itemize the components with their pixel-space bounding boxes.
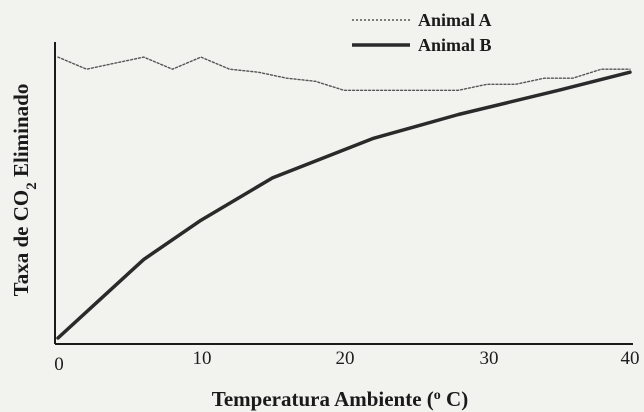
series-line-animal-b	[56, 70, 632, 340]
x-axis-title: Temperatura Ambiente (o C)	[212, 387, 468, 411]
y-axis-title: Taxa de CO2 Eliminado	[9, 84, 40, 297]
legend-label-animal-b: Animal B	[418, 35, 492, 55]
x-tick-label-0: 0	[54, 354, 64, 375]
x-tick-label-10: 10	[193, 348, 212, 369]
legend: Animal A Animal B	[352, 10, 492, 55]
x-tick-label-20: 20	[336, 348, 355, 369]
legend-label-animal-a: Animal A	[418, 10, 492, 30]
x-tick-label-40: 40	[621, 348, 640, 369]
series-layer	[56, 56, 632, 340]
series-line-animal-a	[57, 56, 631, 92]
x-tick-label-30: 30	[480, 348, 499, 369]
